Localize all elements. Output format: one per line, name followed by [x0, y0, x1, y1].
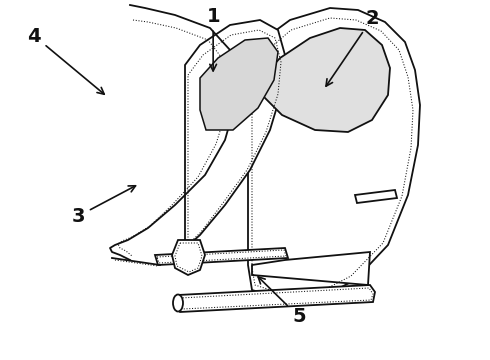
Polygon shape: [155, 248, 288, 265]
Text: 2: 2: [326, 9, 379, 86]
Ellipse shape: [173, 294, 183, 311]
Polygon shape: [178, 20, 285, 265]
Polygon shape: [252, 252, 370, 285]
Polygon shape: [200, 38, 278, 130]
Text: 5: 5: [258, 277, 306, 326]
Text: 1: 1: [206, 7, 220, 71]
Polygon shape: [355, 190, 397, 203]
Polygon shape: [172, 240, 205, 275]
Text: 3: 3: [72, 186, 136, 225]
Polygon shape: [175, 285, 375, 312]
Text: 4: 4: [27, 27, 104, 94]
Polygon shape: [262, 28, 390, 132]
Polygon shape: [248, 8, 420, 300]
